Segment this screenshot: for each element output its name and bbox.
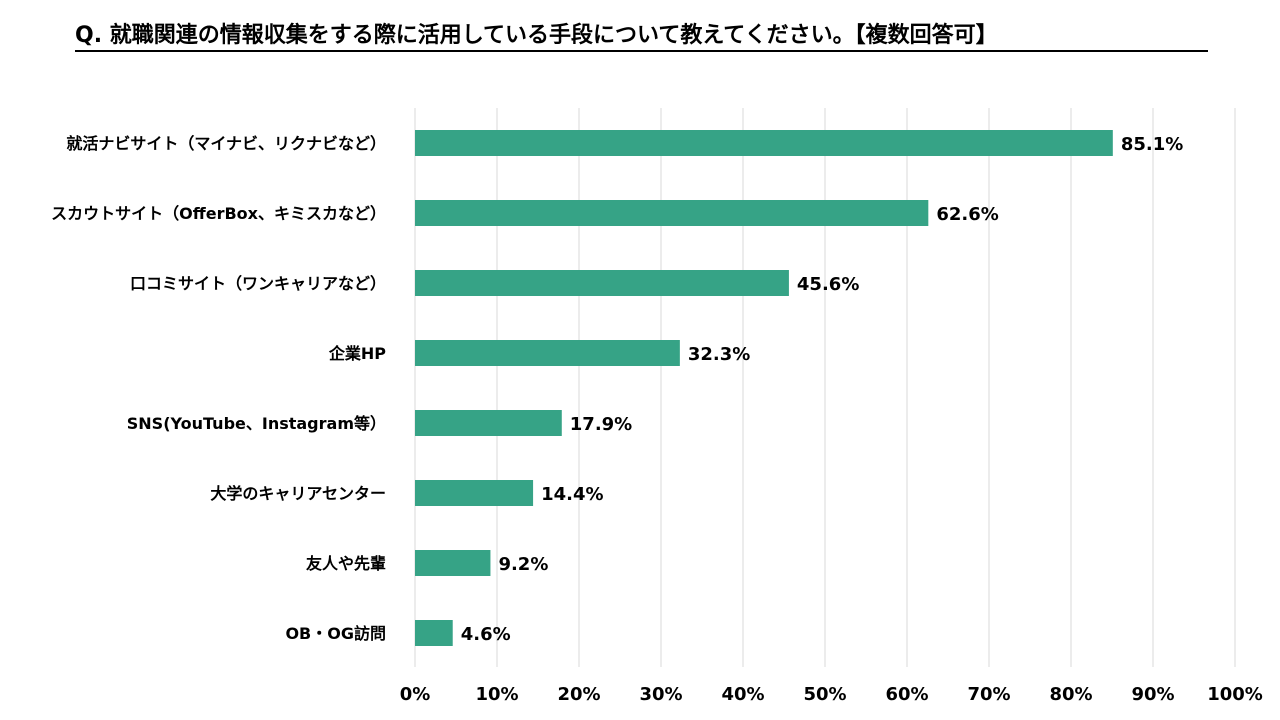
- x-tick-label: 70%: [967, 684, 1010, 705]
- bar: [415, 130, 1113, 156]
- category-label: 大学のキャリアセンター: [210, 484, 386, 503]
- x-tick-label: 10%: [475, 684, 518, 705]
- bar: [415, 620, 453, 646]
- category-label: SNS(YouTube、Instagram等）: [127, 414, 386, 433]
- value-label: 85.1%: [1121, 134, 1183, 155]
- category-label: 友人や先輩: [306, 554, 386, 573]
- x-tick-label: 50%: [803, 684, 846, 705]
- value-label: 9.2%: [498, 554, 548, 575]
- category-label: 口コミサイト（ワンキャリアなど）: [130, 274, 386, 293]
- value-label: 45.6%: [797, 274, 859, 295]
- value-label: 32.3%: [688, 344, 750, 365]
- x-tick-label: 90%: [1131, 684, 1174, 705]
- bar: [415, 200, 929, 226]
- bar: [415, 550, 491, 576]
- value-label: 4.6%: [461, 624, 511, 645]
- x-tick-label: 20%: [557, 684, 600, 705]
- x-tick-label: 60%: [885, 684, 928, 705]
- category-label: 就活ナビサイト（マイナビ、リクナビなど）: [66, 134, 386, 153]
- x-tick-label: 30%: [639, 684, 682, 705]
- value-labels: 85.1% 62.6% 45.6% 32.3% 17.9% 14.4% 9.2% 4.6%: [461, 134, 1184, 645]
- title-underline: [75, 50, 1208, 52]
- bar: [415, 340, 680, 366]
- category-labels: 就活ナビサイト（マイナビ、リクナビなど） スカウトサイト（OfferBox、キミス…: [51, 134, 386, 643]
- x-tick-label: 40%: [721, 684, 764, 705]
- value-label: 14.4%: [541, 484, 603, 505]
- chart-title: Q. 就職関連の情報収集をする際に活用している手段について教えてください。【複数…: [75, 23, 998, 48]
- bar: [415, 480, 534, 506]
- x-tick-label: 0%: [400, 684, 431, 705]
- gridlines: [414, 108, 1236, 667]
- bar: [415, 410, 562, 436]
- x-axis-tick-labels: 0% 10% 20% 30% 40% 50% 60% 70% 80% 90% 100%: [400, 684, 1263, 705]
- category-label: 企業HP: [328, 344, 386, 363]
- x-tick-label: 100%: [1207, 684, 1263, 705]
- value-label: 17.9%: [570, 414, 632, 435]
- category-label: スカウトサイト（OfferBox、キミスカなど）: [51, 204, 386, 223]
- category-label: OB・OG訪問: [285, 624, 386, 643]
- x-tick-label: 80%: [1049, 684, 1092, 705]
- value-label: 62.6%: [936, 204, 998, 225]
- bars: [415, 130, 1113, 646]
- bar: [415, 270, 789, 296]
